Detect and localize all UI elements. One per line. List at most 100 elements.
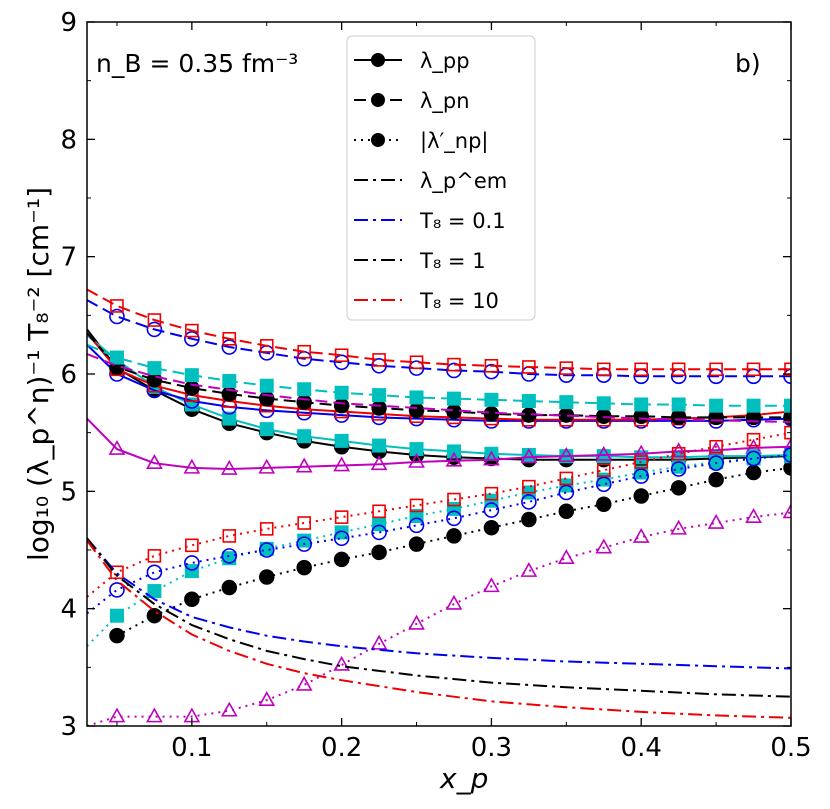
data-point [147,361,162,376]
data-point [220,459,238,475]
data-point [483,519,500,536]
data-point [632,527,650,543]
x-tick-label: 0.4 [621,733,662,763]
data-point [670,442,688,458]
data-point [109,582,125,598]
data-point [520,448,538,464]
data-point [484,392,499,407]
data-point [447,357,461,372]
data-point [146,707,163,723]
data-point [334,385,349,400]
data-point [296,559,312,576]
data-point [408,402,425,419]
x-tick-label: 0.1 [171,733,212,763]
data-point [147,313,162,327]
data-point [146,564,163,581]
data-point [372,517,387,532]
data-point [372,388,387,403]
data-point [445,594,463,610]
series-13 [87,425,791,598]
data-point [483,577,500,593]
data-point [670,461,687,477]
data-point [484,486,499,501]
data-point [709,398,724,413]
data-point [783,447,791,463]
legend-marker [371,93,385,107]
data-point [522,479,536,494]
data-point [783,409,791,426]
data-point [333,397,350,414]
data-point [559,395,574,410]
data-point [671,362,686,377]
data-point [408,517,425,534]
x-tick-label: 0.2 [321,733,362,763]
y-tick-label: 4 [60,595,77,625]
series-12 [87,447,791,615]
data-point [670,519,688,535]
data-point [371,357,387,374]
data-point [483,450,500,466]
data-point [297,382,312,397]
data-point [147,584,162,599]
legend-entry-3: λ_p^em [354,169,507,194]
data-point [558,484,575,501]
data-point [184,555,200,571]
data-point [446,362,462,379]
data-point [557,549,575,565]
data-point [596,463,611,478]
data-point [446,528,462,544]
data-point [484,358,499,373]
y-tick-label: 8 [60,125,77,155]
data-point [371,544,387,561]
data-point [634,397,649,412]
data-point [784,425,791,440]
data-point [184,368,199,383]
data-point [109,608,124,623]
data-point [408,536,425,552]
data-point [746,362,761,377]
data-point [746,432,761,447]
series-layer [87,288,791,726]
legend-label: λ_pp [420,49,470,74]
data-point [333,530,350,547]
panel-label: b) [735,49,761,78]
data-point [108,707,126,723]
data-point [146,607,163,624]
legend-label: T₈ = 0.1 [419,209,506,233]
data-point [558,503,575,520]
data-point [259,522,274,536]
data-point [146,321,163,338]
data-point [259,422,274,437]
data-point [784,398,791,413]
data-point [671,397,686,412]
legend-marker [371,53,385,67]
data-point [334,525,349,540]
x-tick-label: 0.5 [770,733,811,763]
data-point [446,444,461,459]
data-point [595,538,613,554]
data-point [483,502,500,518]
data-point [297,344,311,359]
data-point [595,445,613,461]
y-tick-label: 6 [60,360,77,390]
data-point [371,400,387,416]
legend-entry-0: λ_pp [354,49,470,74]
series-line-17 [87,539,791,719]
data-point [446,403,462,420]
data-point [333,456,351,472]
y-axis-title: log₁₀ (λ_p^η)⁻¹ T₈⁻² [cm⁻¹] [22,187,55,561]
data-point [633,488,649,504]
data-point [745,450,762,467]
data-point [334,433,349,448]
series-9 [87,353,791,424]
data-point [521,494,537,510]
series-6 [87,343,791,413]
legend-label: T₈ = 1 [419,249,486,273]
data-point [409,390,424,405]
series-line-15 [87,537,791,670]
data-point [258,458,276,474]
y-tick-label: 5 [60,477,77,507]
data-point [297,516,311,530]
series-line-16 [87,537,791,698]
